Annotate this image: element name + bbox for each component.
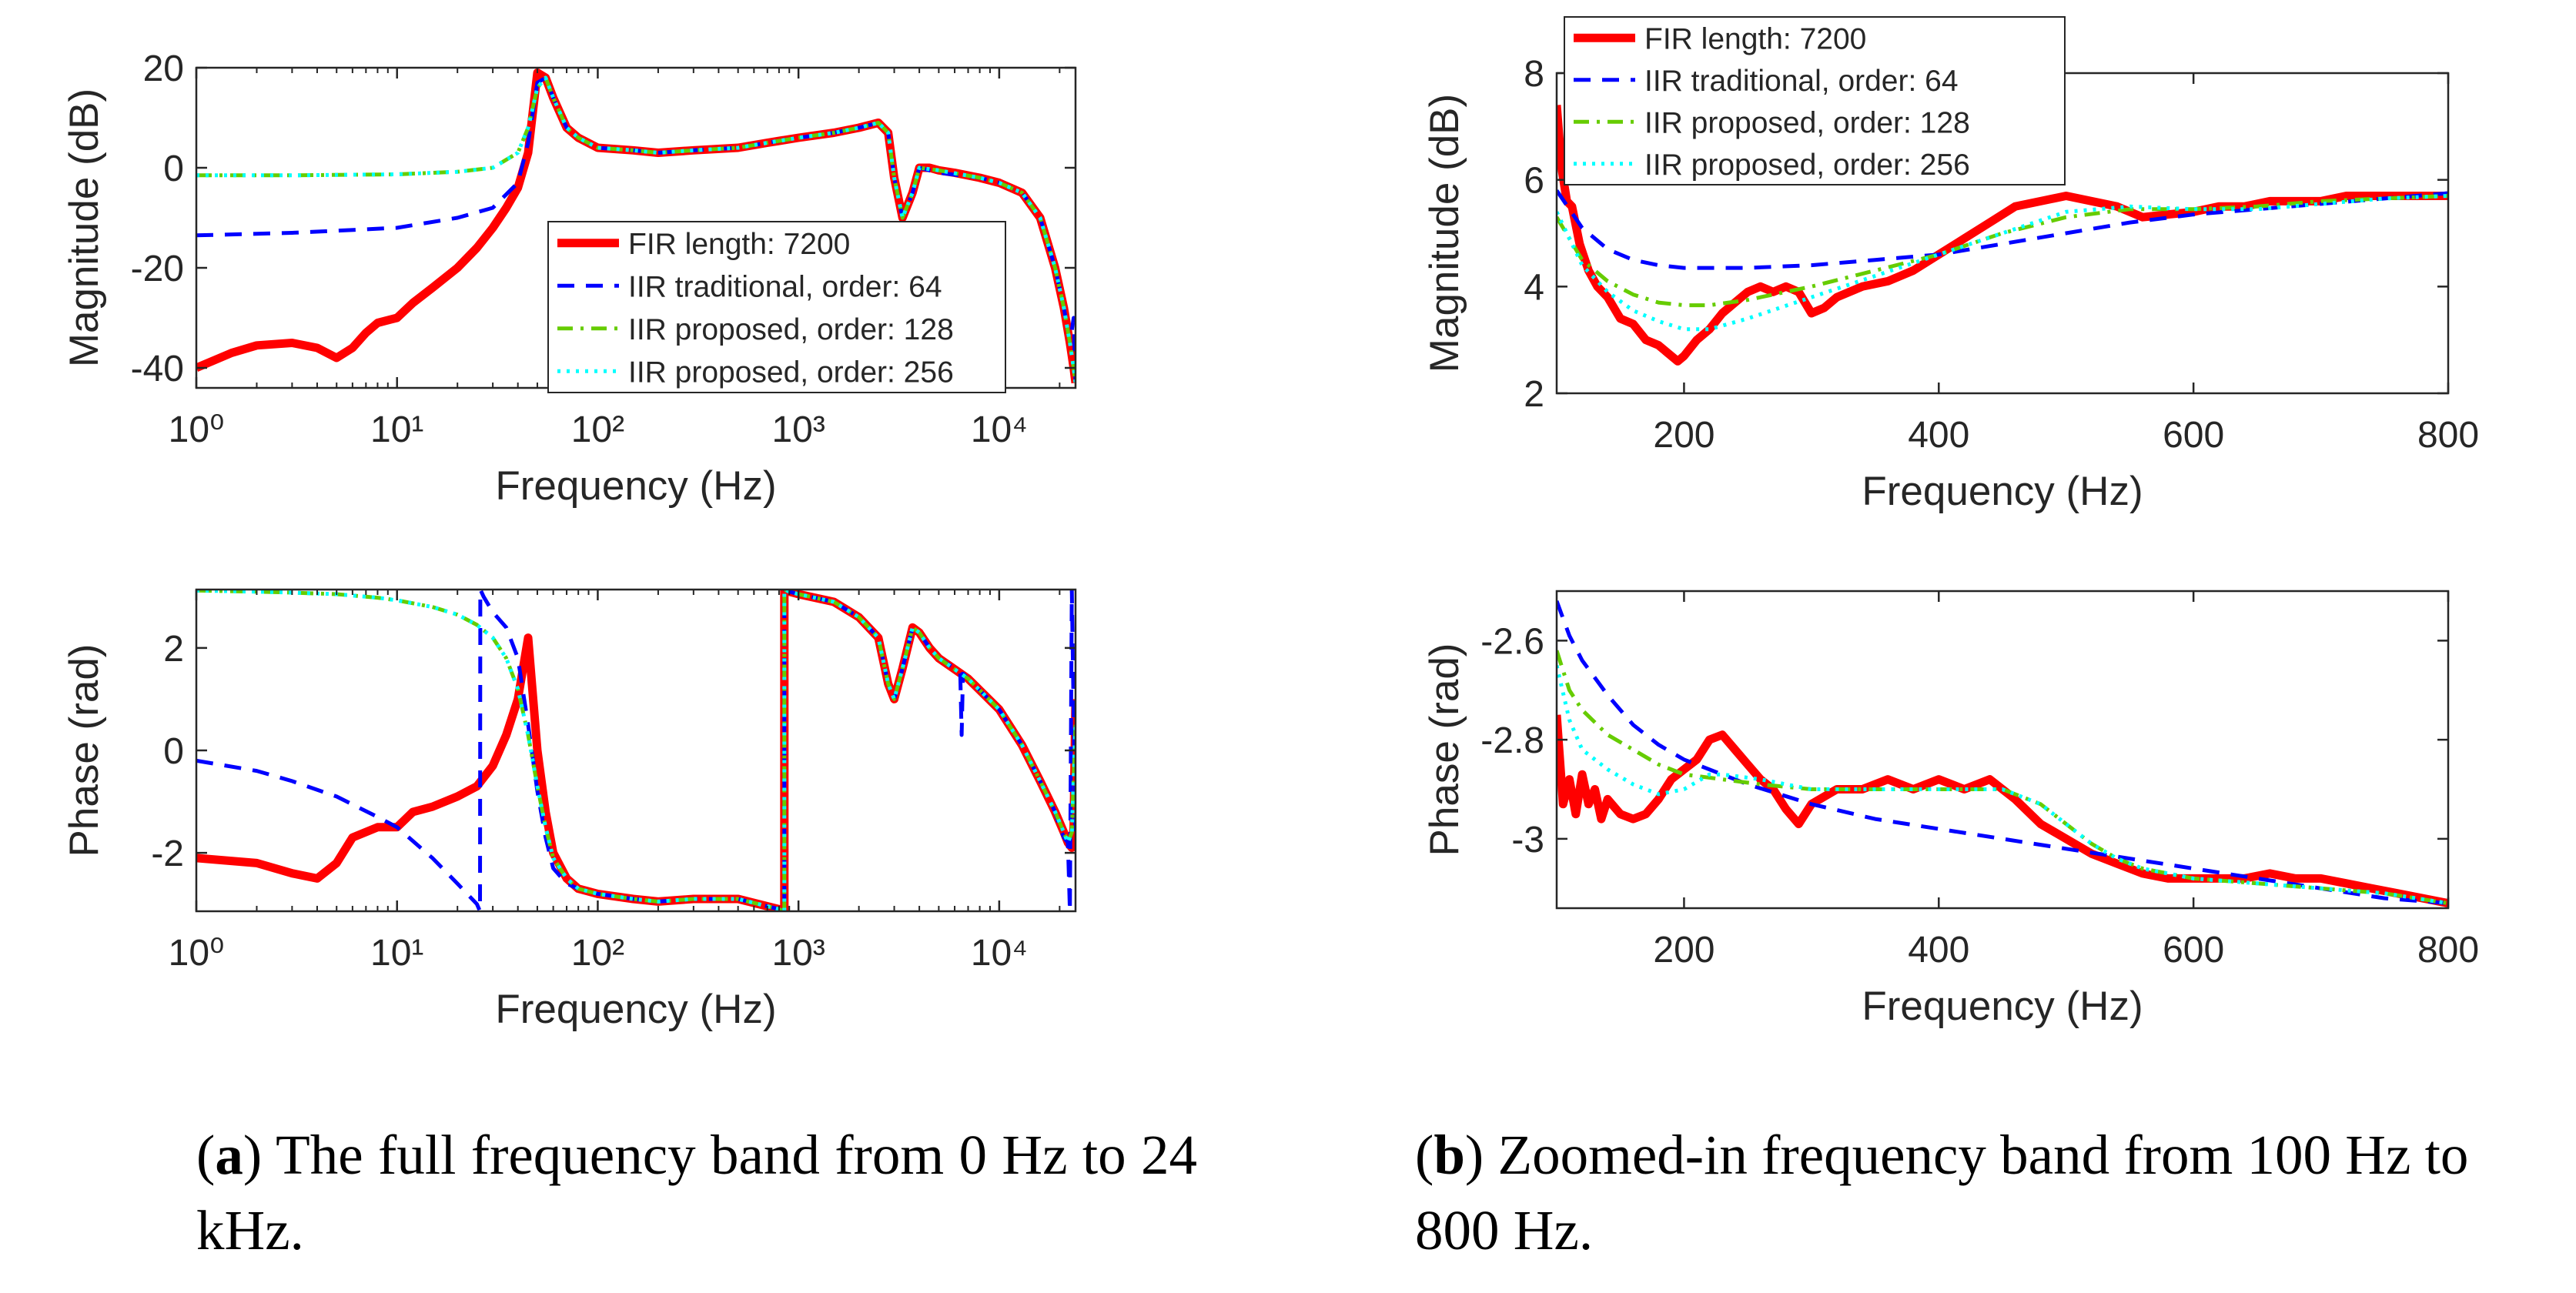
series-line-2 <box>1557 194 2448 308</box>
plot-area <box>196 590 1076 911</box>
axes-box <box>1555 590 2450 910</box>
x-tick-label: 10⁴ <box>971 409 1028 450</box>
y-axis-label: Phase (rad) <box>1422 643 1467 857</box>
caption-a-label: a <box>215 1124 243 1186</box>
caption-a-text: ) The full frequency band from 0 Hz to 2… <box>196 1124 1197 1261</box>
x-tick-label: 10¹ <box>370 933 423 974</box>
caption-b-text: ) Zoomed-in frequency band from 100 Hz t… <box>1415 1124 2469 1261</box>
legend-box <box>547 221 1006 393</box>
series-line-3 <box>196 590 1076 911</box>
y-tick-label: -2.6 <box>1480 621 1544 662</box>
y-tick-label: -40 <box>131 349 184 389</box>
series-line-1 <box>1557 600 2448 906</box>
legend-entry-3: IIR proposed, order: 256 <box>1644 149 1970 182</box>
x-tick-label: 800 <box>2417 930 2479 971</box>
caption-b-label: b <box>1434 1124 1465 1186</box>
x-tick-label: 10² <box>571 409 624 450</box>
x-axis-label: Frequency (Hz) <box>495 987 776 1032</box>
x-axis-label: Frequency (Hz) <box>495 463 776 509</box>
x-tick-label: 800 <box>2417 415 2479 456</box>
legend: FIR length: 7200 IIR traditional, order: … <box>1564 16 2066 185</box>
y-tick-label: -20 <box>131 249 184 289</box>
y-tick-label: -2.8 <box>1480 720 1544 761</box>
y-axis-label: Phase (rad) <box>62 644 107 857</box>
legend-entry-0: FIR length: 7200 <box>1644 22 1866 55</box>
y-axis-label: Magnitude (dB) <box>62 89 107 367</box>
panel-a-bottom: 10⁰ 10¹ 10² 10³ 10⁴ 2 0 -2 Frequency (Hz) Phase (… <box>62 588 1077 1032</box>
x-tick-label: 10³ <box>771 409 825 450</box>
x-tick-label: 10¹ <box>370 409 423 450</box>
x-axis-label: Frequency (Hz) <box>1862 469 2143 514</box>
y-axis-label: Magnitude (dB) <box>1422 94 1467 373</box>
legend: FIR length: 7200 IIR traditional, order: … <box>547 221 1006 393</box>
legend-box <box>1564 16 2066 185</box>
series-line-1 <box>196 75 1076 383</box>
series-line-1 <box>196 590 1076 911</box>
series-line-0 <box>1557 714 2448 907</box>
series-line-1 <box>1557 189 2448 270</box>
panel-b-bottom: 200 400 600 800 -2.6 -2.8 -3 Frequency (Hz) Phas… <box>1422 590 2479 1029</box>
series-line-3 <box>1557 194 2448 332</box>
x-tick-label: 400 <box>1908 415 1969 456</box>
plot-area <box>1557 591 2448 908</box>
x-tick-label: 10⁰ <box>169 409 225 450</box>
y-tick-label: 2 <box>163 629 184 670</box>
y-tick-label: 0 <box>163 731 184 772</box>
panel-b-top: 200 400 600 800 8 6 4 2 Frequency (Hz) Magnitude … <box>1422 16 2479 514</box>
x-tick-label: 200 <box>1653 415 1715 456</box>
x-tick-label: 10² <box>571 933 624 974</box>
y-tick-label: 6 <box>1524 161 1544 202</box>
legend-entry-2: IIR proposed, order: 128 <box>628 313 954 346</box>
panel-a-top: 10⁰ 10¹ 10² 10³ 10⁴ 20 0 -20 -40 Frequency (Hz) Ma… <box>62 48 1077 509</box>
series-line-0 <box>1557 105 2448 366</box>
series-line-3 <box>196 75 1076 383</box>
legend-entry-1: IIR traditional, order: 64 <box>1644 65 1959 98</box>
caption-b: (b) Zoomed-in frequency band from 100 Hz… <box>1415 1124 2469 1261</box>
y-tick-label: 0 <box>163 149 184 189</box>
x-tick-label: 10⁰ <box>169 933 225 974</box>
x-tick-label: 600 <box>2163 415 2224 456</box>
x-tick-label: 200 <box>1653 930 1715 971</box>
y-tick-label: 2 <box>1524 374 1544 415</box>
legend-entry-0: FIR length: 7200 <box>628 228 850 261</box>
caption-a: (a) The full frequency band from 0 Hz to… <box>196 1124 1197 1261</box>
x-tick-label: 10³ <box>771 933 825 974</box>
y-tick-label: -3 <box>1511 820 1544 860</box>
x-tick-label: 600 <box>2163 930 2224 971</box>
y-tick-label: 8 <box>1524 54 1544 95</box>
legend-entry-3: IIR proposed, order: 256 <box>628 356 954 389</box>
y-tick-label: 4 <box>1524 267 1544 308</box>
y-tick-label: 20 <box>143 48 184 89</box>
legend-entry-1: IIR traditional, order: 64 <box>628 270 942 303</box>
x-tick-label: 10⁴ <box>971 933 1028 974</box>
x-tick-label: 400 <box>1908 930 1969 971</box>
x-axis-label: Frequency (Hz) <box>1862 984 2143 1029</box>
y-tick-label: -2 <box>151 834 184 874</box>
legend-entry-2: IIR proposed, order: 128 <box>1644 106 1970 139</box>
